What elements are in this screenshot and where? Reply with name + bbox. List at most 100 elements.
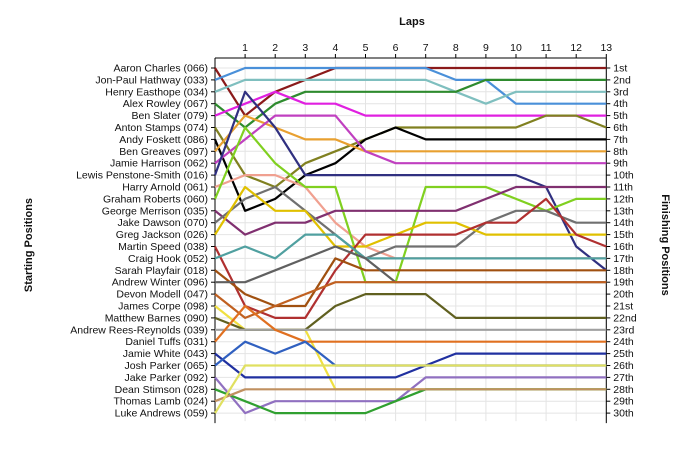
lap-label: 1 — [242, 42, 248, 54]
lap-label: 4 — [332, 42, 338, 54]
finish-label: 11th — [613, 182, 633, 194]
lap-label: 13 — [600, 42, 612, 54]
driver-label: James Corpe (098) — [118, 301, 208, 313]
tick-labels: Aaron Charles (066)Jon-Paul Hathway (033… — [70, 42, 637, 420]
finish-label: 18th — [613, 265, 634, 277]
driver-label: Sarah Playfair (018) — [115, 265, 208, 277]
driver-label: Alex Rowley (067) — [123, 98, 208, 110]
finish-label: 23rd — [613, 324, 634, 336]
lap-label: 9 — [483, 42, 489, 54]
driver-label: Jake Parker (092) — [125, 372, 208, 384]
driver-label: Anton Stamps (074) — [115, 122, 208, 134]
driver-label: Andy Foskett (086) — [119, 134, 208, 146]
driver-label: Jake Dawson (070) — [118, 217, 208, 229]
series-line-13 — [214, 185, 607, 236]
finish-label: 7th — [613, 134, 628, 146]
series-line-17 — [214, 233, 607, 260]
series-line-7 — [213, 126, 607, 212]
series-line-18 — [214, 257, 607, 308]
driver-label: Henry Easthope (034) — [105, 86, 208, 98]
series-line-10 — [213, 90, 607, 272]
driver-label: Daniel Tuffs (031) — [125, 336, 208, 348]
finish-label: 21st — [613, 301, 633, 313]
series-line-20 — [214, 281, 607, 319]
lap-label: 6 — [393, 42, 399, 54]
series-line-22 — [214, 293, 607, 331]
series-line-15 — [214, 185, 607, 248]
lap-label: 2 — [272, 42, 278, 54]
lap-label: 3 — [302, 42, 308, 54]
finish-label: 4th — [613, 98, 628, 110]
series-line-29 — [214, 388, 607, 403]
series-line-5 — [214, 90, 607, 117]
driver-label: Andrew Winter (096) — [112, 277, 208, 289]
driver-label: Ben Slater (079) — [132, 110, 208, 122]
series-line-4 — [214, 78, 607, 129]
series-line-9 — [214, 114, 607, 165]
finish-label: 29th — [613, 396, 634, 408]
finish-label: 5th — [613, 110, 628, 122]
finish-label: 19th — [613, 277, 634, 289]
series-line-30 — [214, 364, 607, 414]
x-axis-label: Laps — [399, 16, 425, 28]
lap-label: 8 — [453, 42, 459, 54]
finish-label: 1st — [613, 63, 627, 75]
series-line-25 — [214, 352, 607, 379]
finish-label: 12th — [613, 193, 634, 205]
driver-label: Aaron Charles (066) — [113, 63, 208, 75]
lap-label: 11 — [541, 42, 552, 54]
finish-label: 8th — [613, 146, 628, 158]
finish-label: 2nd — [613, 74, 631, 86]
finish-label: 28th — [613, 384, 634, 396]
grid — [215, 60, 607, 422]
finish-label: 25th — [613, 348, 634, 360]
y-axis-label-left: Starting Positions — [23, 198, 35, 292]
driver-label: Greg Jackson (026) — [116, 229, 208, 241]
finish-label: 3rd — [613, 86, 628, 98]
driver-label: George Merrison (035) — [102, 205, 208, 217]
finish-label: 16th — [613, 241, 634, 253]
driver-label: Jon-Paul Hathway (033) — [95, 74, 208, 86]
driver-label: Andrew Rees-Reynolds (039) — [70, 324, 208, 336]
finish-label: 22nd — [613, 312, 637, 324]
finish-label: 26th — [613, 360, 634, 372]
series-line-3 — [214, 78, 607, 105]
driver-label: Thomas Lamb (024) — [113, 396, 208, 408]
series-line-16 — [214, 197, 607, 319]
series-line-19 — [215, 245, 607, 284]
finish-label: 17th — [613, 253, 634, 265]
series-line-24 — [214, 304, 607, 343]
driver-label: Jamie Harrison (062) — [110, 158, 208, 170]
series-line-6 — [214, 114, 607, 189]
lap-label: 12 — [570, 42, 582, 54]
series-line-2 — [214, 66, 607, 105]
driver-label: Jamie White (043) — [123, 348, 208, 360]
driver-label: Ben Greaves (097) — [119, 146, 208, 158]
lap-label: 7 — [423, 42, 429, 54]
finish-label: 30th — [613, 408, 634, 420]
driver-label: Dean Stimson (028) — [115, 384, 208, 396]
driver-label: Josh Parker (065) — [125, 360, 208, 372]
driver-label: Devon Modell (047) — [116, 289, 208, 301]
driver-label: Lewis Penstone-Smith (016) — [76, 170, 208, 182]
driver-label: Graham Roberts (060) — [103, 193, 208, 205]
driver-label: Luke Andrews (059) — [115, 408, 208, 420]
finish-label: 6th — [613, 122, 628, 134]
series-line-14 — [214, 185, 607, 260]
driver-label: Craig Hook (052) — [128, 253, 208, 265]
driver-label: Matthew Barnes (090) — [105, 312, 208, 324]
series-lines — [213, 66, 607, 415]
finish-label: 27th — [613, 372, 634, 384]
series-line-8 — [214, 114, 607, 153]
finish-label: 15th — [613, 229, 634, 241]
finish-label: 10th — [613, 170, 634, 182]
lap-label: 5 — [363, 42, 369, 54]
axes — [211, 54, 611, 424]
finish-label: 24th — [613, 336, 634, 348]
y-axis-label-right: Finishing Positions — [659, 194, 671, 295]
driver-label: Martin Speed (038) — [118, 241, 208, 253]
finish-label: 20th — [613, 289, 634, 301]
finish-label: 13th — [613, 205, 634, 217]
driver-label: Harry Arnold (061) — [122, 182, 208, 194]
